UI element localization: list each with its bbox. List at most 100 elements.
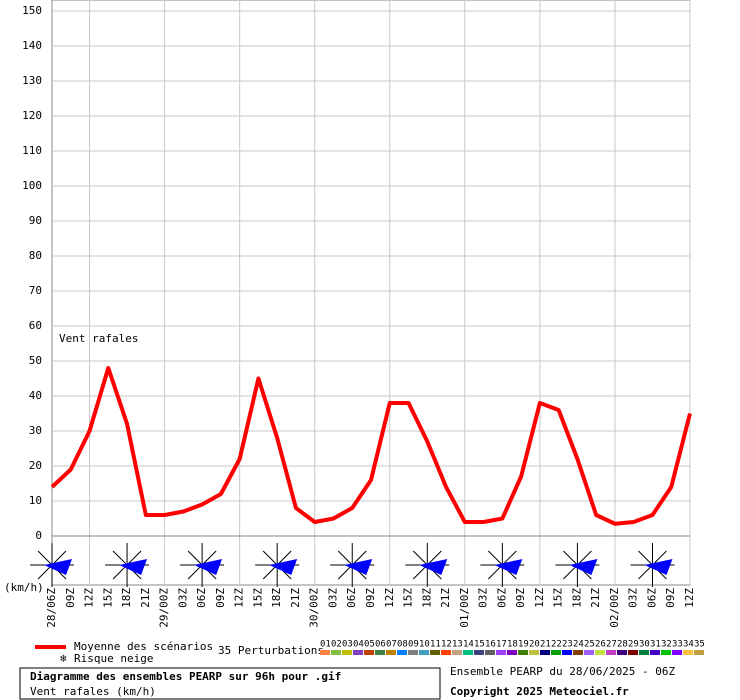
perturbation-label: 20 [529, 640, 540, 650]
x-tick-label: 09Z [514, 588, 527, 608]
perturbation-swatch [452, 650, 462, 655]
perturbation-label: 09 [408, 640, 419, 650]
x-tick-label: 06Z [495, 588, 508, 608]
perturbation-label: 32 [661, 640, 672, 650]
x-tick-label: 03Z [326, 588, 339, 608]
perturbation-label: 30 [639, 640, 650, 650]
perturbation-swatch [419, 650, 429, 655]
perturbation-label: 24 [573, 640, 584, 650]
y-tick-label: 120 [22, 109, 42, 122]
perturbation-swatch [672, 650, 682, 655]
x-tick-label: 18Z [120, 588, 133, 608]
y-tick-label: 100 [22, 179, 42, 192]
x-tick-label: 12Z [233, 588, 246, 608]
perturbation-label: 22 [551, 640, 562, 650]
x-tick-label: 21Z [289, 588, 302, 608]
x-tick-label: 21Z [589, 588, 602, 608]
y-tick-label: 80 [29, 249, 42, 262]
perturbation-swatch [584, 650, 594, 655]
x-tick-label: 29/00Z [158, 588, 171, 628]
wind-arrow [644, 559, 673, 575]
wind-arrow [494, 559, 523, 575]
perturbation-swatch [353, 650, 363, 655]
x-tick-label: 03Z [176, 588, 189, 608]
perturbation-label: 17 [496, 640, 507, 650]
perturbation-label: 03 [342, 640, 353, 650]
x-tick-label: 02/00Z [608, 588, 621, 628]
wind-arrow [344, 559, 373, 575]
perturbation-label: 15 [474, 640, 485, 650]
perturbation-label: 27 [606, 640, 617, 650]
perturbation-label: 23 [562, 640, 573, 650]
x-tick-label: 09Z [664, 588, 677, 608]
perturbation-label: 16 [485, 640, 496, 650]
y-tick-label: 150 [22, 4, 42, 17]
x-tick-label: 18Z [420, 588, 433, 608]
footer-subtitle: Vent rafales (km/h) [30, 685, 156, 698]
x-tick-label: 21Z [439, 588, 452, 608]
y-tick-label: 130 [22, 74, 42, 87]
perturbation-label: 02 [331, 640, 342, 650]
perturbation-label: 11 [430, 640, 441, 650]
y-tick-label: 110 [22, 144, 42, 157]
y-tick-label: 40 [29, 389, 42, 402]
footer-run: Ensemble PEARP du 28/06/2025 - 06Z [450, 665, 676, 678]
perturbation-swatch [628, 650, 638, 655]
perturbation-swatch [474, 650, 484, 655]
x-tick-label: 15Z [552, 588, 565, 608]
footer-box [19, 667, 441, 700]
x-tick-label: 18Z [270, 588, 283, 608]
perturbation-swatch [386, 650, 396, 655]
perturbation-swatch [650, 650, 660, 655]
x-tick-label: 06Z [345, 588, 358, 608]
perturbation-label: 29 [628, 640, 639, 650]
x-tick-label: 15Z [101, 588, 114, 608]
wind-arrow [119, 559, 148, 575]
perturbation-label: 33 [672, 640, 683, 650]
x-tick-label: 12Z [533, 588, 546, 608]
x-tick-label: 12Z [83, 588, 96, 608]
wind-arrow [419, 559, 448, 575]
series-line [50, 366, 692, 526]
y-unit: (km/h) [4, 581, 44, 594]
perturbation-swatch [342, 650, 352, 655]
perturbation-swatch [551, 650, 561, 655]
snow-icon: ❄ [60, 652, 67, 665]
perturbation-label: 26 [595, 640, 606, 650]
wind-arrow [194, 559, 223, 575]
perturbation-label: 19 [518, 640, 529, 650]
perturbation-swatch [529, 650, 539, 655]
x-tick-label: 30/00Z [308, 588, 321, 628]
perturbation-swatch [364, 650, 374, 655]
footer-title: Diagramme des ensembles PEARP sur 96h po… [30, 670, 341, 683]
wind-arrow [569, 559, 598, 575]
perturbation-label: 35 [694, 640, 705, 650]
perturbation-label: 05 [364, 640, 375, 650]
perturbation-label: 21 [540, 640, 551, 650]
perturbation-label: 25 [584, 640, 595, 650]
perturbation-swatch [408, 650, 418, 655]
perturbation-swatch [694, 650, 704, 655]
perturbation-label: 08 [397, 640, 408, 650]
y-tick-label: 20 [29, 459, 42, 472]
wind-arrow [269, 559, 298, 575]
perturbation-label: 10 [419, 640, 430, 650]
perturbation-swatch [639, 650, 649, 655]
perturbation-swatch [573, 650, 583, 655]
perturbation-swatch [683, 650, 693, 655]
x-tick-label: 09Z [64, 588, 77, 608]
perturbation-label: 14 [463, 640, 474, 650]
perturbation-swatch [507, 650, 517, 655]
y-tick-label: 10 [29, 494, 42, 507]
x-tick-label: 15Z [402, 588, 415, 608]
perturbation-label: 04 [353, 640, 364, 650]
perturbation-swatch [485, 650, 495, 655]
perturbation-swatch [441, 650, 451, 655]
x-tick-label: 03Z [627, 588, 640, 608]
perturbation-label: 34 [683, 640, 694, 650]
perturbation-swatch [320, 650, 330, 655]
perturbation-label: 13 [452, 640, 463, 650]
y-tick-label: 50 [29, 354, 42, 367]
footer-copyright: Copyright 2025 Meteociel.fr [450, 685, 629, 698]
